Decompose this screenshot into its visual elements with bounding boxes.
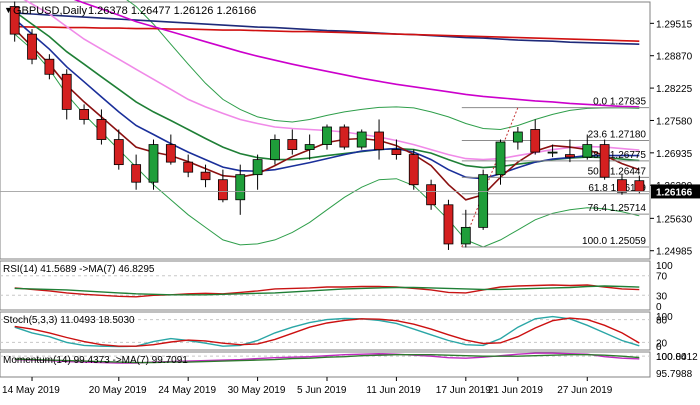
- candle-body[interactable]: [287, 139, 298, 150]
- candle-body[interactable]: [44, 58, 55, 75]
- candle-body[interactable]: [617, 179, 627, 193]
- candle-body[interactable]: [200, 171, 211, 181]
- x-tick-label: 14 May 2019: [2, 385, 60, 396]
- candle-body[interactable]: [252, 159, 263, 176]
- candle-body[interactable]: [96, 119, 107, 140]
- y-tick-label: 0: [656, 342, 662, 353]
- candle-body[interactable]: [165, 144, 176, 163]
- x-tick-label: 24 May 2019: [158, 385, 216, 396]
- candle-body[interactable]: [460, 226, 471, 245]
- y-tick-label: 1.28225: [656, 84, 693, 95]
- symbol-label: GBPUSD,Daily: [13, 5, 87, 17]
- y-tick-label: 70: [656, 272, 668, 283]
- candle-body[interactable]: [512, 131, 523, 143]
- y-tick-label: 1.29515: [656, 19, 693, 30]
- candle-body[interactable]: [408, 154, 419, 186]
- candle-body[interactable]: [547, 151, 558, 154]
- x-tick-label: 20 May 2019: [89, 385, 147, 396]
- y-tick-label: 0: [656, 302, 662, 313]
- x-tick-label: 5 Jun 2019: [297, 385, 347, 396]
- fibonacci-level-label: 50.0 1.26447: [588, 166, 647, 177]
- header-group: ▼ GBPUSD,Daily 1.26378 1.26477 1.26126 1…: [4, 5, 256, 17]
- current-price-label: 1.26166: [656, 187, 693, 198]
- moving-average-line-6: [14, 18, 640, 180]
- y-tick-label: 80: [656, 316, 668, 327]
- rsi-line-1: [14, 284, 640, 298]
- y-tick-label: 1.25630: [656, 214, 693, 225]
- x-tick-label: 21 Jun 2019: [488, 385, 543, 396]
- rsi-title: RSI(14) 41.5689 ->MA(7) 46.8295: [3, 264, 155, 275]
- y-tick-label: 100: [656, 261, 673, 272]
- candle-body[interactable]: [374, 131, 384, 150]
- y-tick-label: 100: [656, 312, 673, 323]
- candle-body[interactable]: [27, 33, 37, 60]
- x-tick-label: 27 Jun 2019: [557, 385, 612, 396]
- candle-body[interactable]: [356, 131, 367, 148]
- candle-body[interactable]: [443, 204, 454, 245]
- y-tick-label: 100.8412: [656, 352, 698, 363]
- candle-body[interactable]: [582, 144, 593, 158]
- y-tick-label: 1.27580: [656, 116, 693, 127]
- fibonacci-level-label: 38.2 1.26775: [588, 150, 647, 161]
- x-tick-label: 30 May 2019: [228, 385, 286, 396]
- fibonacci-level-label: 23.6 1.27180: [588, 130, 647, 141]
- candle-body[interactable]: [391, 149, 402, 155]
- candle-body[interactable]: [495, 141, 506, 176]
- y-tick-label: 1.28870: [656, 52, 693, 63]
- candle-body[interactable]: [599, 144, 610, 178]
- rsi-line-2: [14, 285, 640, 296]
- fibonacci-trend-line: [461, 107, 519, 248]
- fibonacci-level-label: 100.0 1.25059: [582, 236, 646, 247]
- stoch-line-2: [14, 317, 640, 347]
- candle-body[interactable]: [304, 144, 315, 150]
- fibonacci-level-label: 76.4 1.25714: [588, 203, 647, 214]
- y-tick-label: 100.00: [656, 352, 687, 363]
- dropdown-triangle-icon[interactable]: ▼: [4, 5, 13, 15]
- x-tick-label: 11 Jun 2019: [366, 385, 421, 396]
- candle-body[interactable]: [79, 109, 89, 120]
- ohlc-values: 1.26378 1.26477 1.26126 1.26166: [88, 5, 256, 17]
- candle-body[interactable]: [426, 184, 437, 206]
- candle-body[interactable]: [235, 174, 246, 201]
- candle-body[interactable]: [217, 179, 228, 201]
- momentum-line-1: [14, 352, 640, 364]
- momentum-line-2: [14, 354, 640, 364]
- moving-average-line-3: [73, 0, 640, 108]
- candle-body[interactable]: [9, 6, 20, 35]
- candle-body[interactable]: [634, 180, 645, 192]
- candle-body[interactable]: [339, 126, 350, 148]
- candle-body[interactable]: [183, 161, 194, 173]
- x-tick-label: 17 Jun 2019: [436, 385, 491, 396]
- candle-body[interactable]: [61, 73, 72, 110]
- y-tick-label: 1.24985: [656, 247, 693, 258]
- moving-average-line-2: [14, 25, 640, 42]
- candle-body[interactable]: [322, 126, 332, 145]
- candle-body[interactable]: [148, 144, 159, 183]
- x-axis: 14 May 2019 20 May 2019 24 May 2019 30 May …: [2, 377, 613, 396]
- y-tick-label: 20: [656, 338, 668, 349]
- y-tick-label: 1.26935: [656, 149, 693, 160]
- moving-average-line-1: [14, 12, 640, 45]
- candle-body[interactable]: [478, 174, 489, 228]
- candle-body[interactable]: [270, 139, 280, 161]
- fibonacci-level-label: 0.0 1.27835: [593, 97, 646, 108]
- candle-body[interactable]: [131, 164, 142, 183]
- y-tick-label: 30: [656, 291, 668, 302]
- stoch-title: Stoch(5,3,3) 11.0493 18.5030: [3, 315, 135, 326]
- candle-body[interactable]: [565, 154, 575, 158]
- y-tick-label: 95.7988: [656, 369, 693, 380]
- momentum-title: Momentum(14) 99.4373 ->MA(7) 99.7091: [3, 355, 188, 366]
- current-price-tag: [651, 184, 700, 199]
- candle-body[interactable]: [113, 139, 124, 166]
- price-panel[interactable]: 1.295151.288701.282251.275801.269351.262…: [0, 0, 700, 260]
- candle-body[interactable]: [530, 129, 541, 153]
